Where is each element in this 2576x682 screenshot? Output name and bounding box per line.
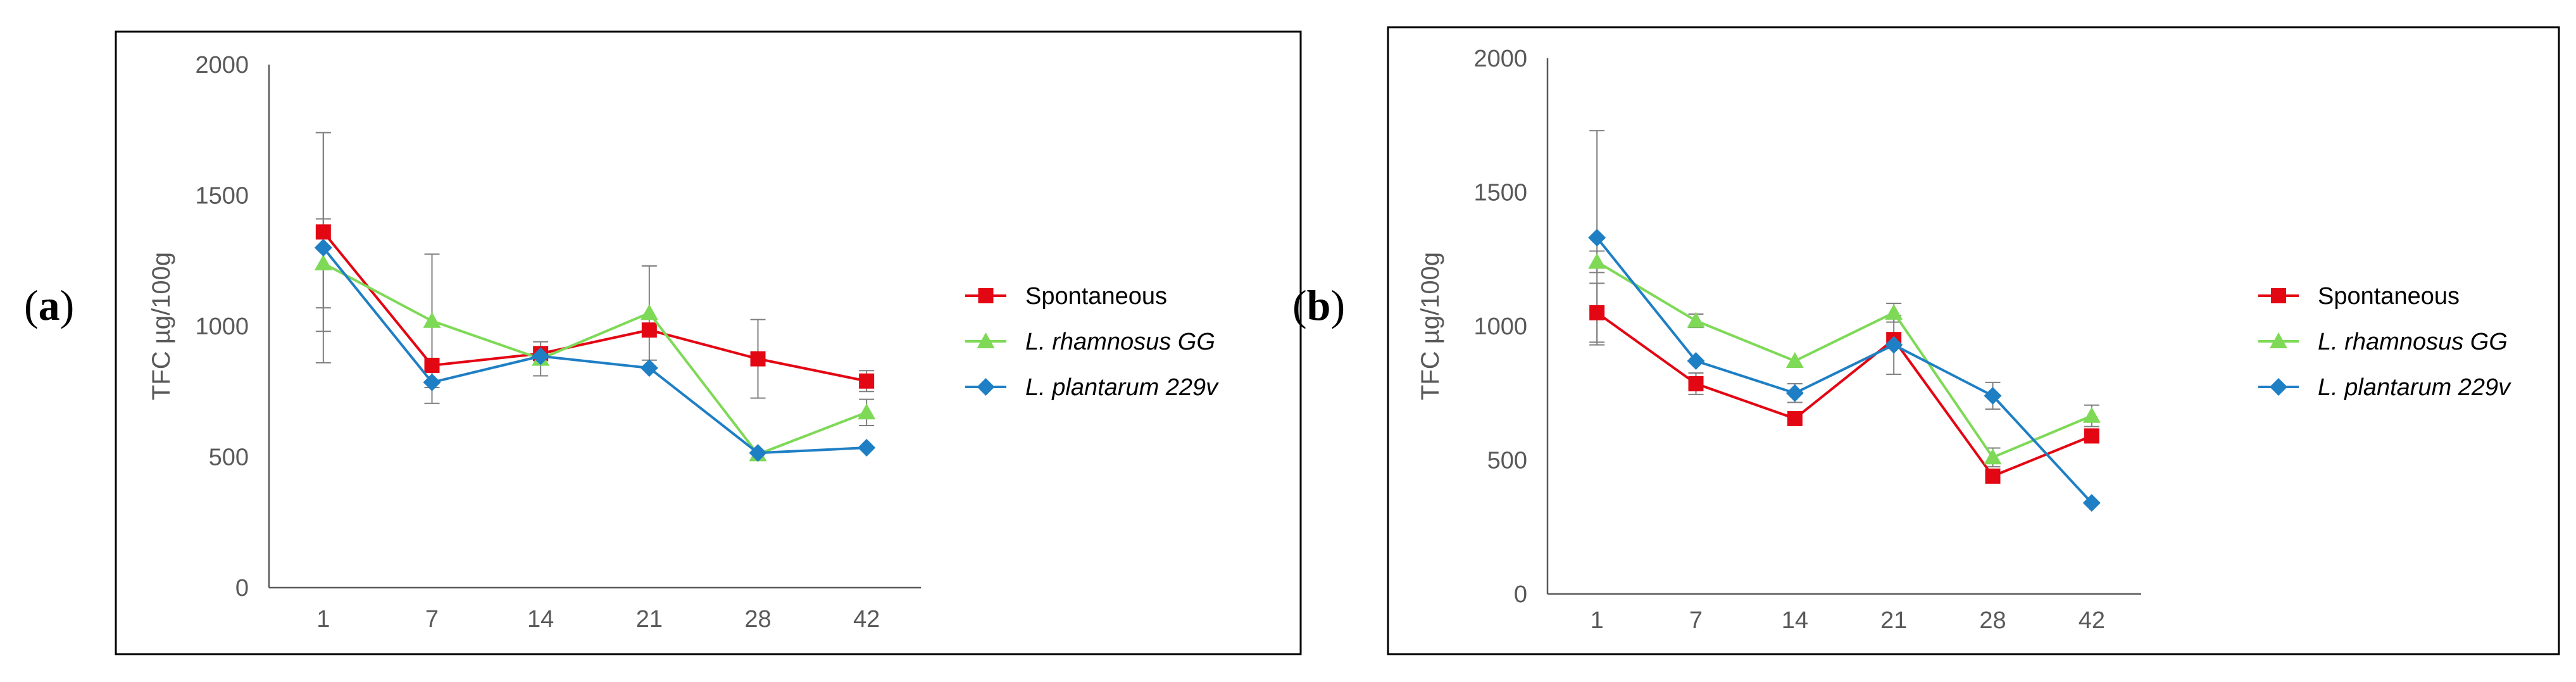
chart-a-legend-marker bbox=[977, 378, 995, 396]
chart-a-y-axis-label: TFC µg/100g bbox=[147, 252, 175, 400]
chart-a-x-tick-label: 1 bbox=[316, 606, 330, 633]
chart-a-x-tick-label: 42 bbox=[853, 606, 880, 633]
chart-b-y-tick-label: 1000 bbox=[1473, 313, 1527, 340]
chart-b-legend-marker bbox=[2270, 332, 2287, 348]
chart-b-y-tick-label: 2000 bbox=[1473, 46, 1527, 72]
chart-b-data-point bbox=[2082, 494, 2101, 512]
chart-b-legend-marker bbox=[2270, 378, 2287, 396]
chart-a-series-line-1 bbox=[322, 262, 867, 456]
chart-b-x-tick-label: 14 bbox=[1782, 607, 1808, 634]
chart-a-data-point bbox=[314, 254, 332, 270]
chart-b-data-point bbox=[1984, 386, 2002, 405]
chart-a-data-point bbox=[532, 347, 550, 365]
chart-b: 0 500 1000 1500 2000 1 7 14 21 28 42 TFC µg/100g Spo… bbox=[1416, 46, 2511, 634]
chart-b-frame bbox=[1387, 26, 2560, 655]
chart-a-x-tick-label: 14 bbox=[527, 606, 554, 633]
panel-label-a-letter: a bbox=[39, 281, 60, 329]
chart-a-x-tick-label: 7 bbox=[425, 606, 439, 633]
panel-label-a: (a) bbox=[24, 281, 74, 329]
chart-a-data-point bbox=[640, 359, 658, 377]
chart-b-data-point bbox=[1985, 468, 2001, 484]
chart-b-data-point bbox=[1687, 351, 1705, 370]
chart-a-series-line-2 bbox=[322, 246, 867, 455]
chart-a-data-point bbox=[858, 403, 876, 420]
chart-a-x-tick-label: 21 bbox=[636, 606, 663, 633]
chart-b-legend-marker bbox=[2271, 288, 2286, 303]
chart-a-data-point bbox=[424, 357, 440, 373]
chart-b-data-point bbox=[1785, 384, 1804, 402]
chart-a-data-point bbox=[315, 224, 331, 240]
chart-a-x-tick-label: 28 bbox=[744, 606, 771, 633]
chart-a-data-point bbox=[314, 239, 332, 257]
chart-a-data-point bbox=[423, 312, 441, 328]
chart-b-x-tick-label: 7 bbox=[1689, 607, 1703, 634]
chart-b-y-tick-label: 500 bbox=[1487, 448, 1527, 474]
chart-a-data-point bbox=[859, 373, 875, 389]
chart-b-series-line-2 bbox=[1596, 237, 2093, 504]
chart-b-series-line-0 bbox=[1596, 312, 2092, 477]
chart-b-x-tick-label: 21 bbox=[1880, 607, 1907, 634]
chart-b-data-point bbox=[1885, 336, 1903, 354]
chart-b-data-point bbox=[1588, 229, 1606, 247]
chart-b-y-tick-label: 1500 bbox=[1473, 180, 1527, 206]
chart-a-legend-marker bbox=[977, 332, 995, 348]
chart-b-series-line-1 bbox=[1596, 260, 2092, 459]
panel-label-b-close: ) bbox=[1330, 281, 1345, 329]
chart-a-data-point bbox=[423, 373, 441, 391]
chart-b-legend-label: L. rhamnosus GG bbox=[2318, 329, 2508, 355]
chart-b-data-point bbox=[1787, 410, 1803, 426]
chart-a-y-tick-label: 2000 bbox=[195, 52, 249, 79]
panel-label-b: (b) bbox=[1292, 281, 1345, 329]
chart-a-y-tick-label: 0 bbox=[235, 575, 249, 602]
chart-b-x-tick-label: 42 bbox=[2079, 607, 2105, 634]
chart-b-y-axis-label: TFC µg/100g bbox=[1416, 252, 1444, 400]
panel-label-a-open: ( bbox=[24, 281, 39, 329]
chart-b-legend-label: Spontaneous bbox=[2318, 283, 2460, 310]
panel-label-a-close: ) bbox=[60, 281, 75, 329]
chart-a-legend-label: L. plantarum 229v bbox=[1025, 374, 1219, 401]
chart-a-y-tick-label: 1000 bbox=[195, 313, 249, 340]
chart-b-data-point bbox=[2084, 428, 2099, 444]
chart-a-legend-label: Spontaneous bbox=[1025, 283, 1167, 310]
chart-a-legend-marker bbox=[978, 288, 994, 303]
chart-b-data-point bbox=[1588, 253, 1606, 269]
chart-a-data-point bbox=[641, 322, 657, 338]
chart-a-data-point bbox=[640, 304, 658, 320]
chart-b-legend-label: L. plantarum 229v bbox=[2318, 374, 2511, 401]
chart-a-data-point bbox=[858, 439, 876, 457]
chart-a: 0 500 1000 1500 2000 1 7 14 21 28 42 TFC µg/100g Spo… bbox=[147, 52, 1219, 633]
chart-a-y-tick-label: 500 bbox=[209, 445, 249, 471]
chart-a-frame bbox=[115, 30, 1302, 655]
chart-b-data-point bbox=[1785, 351, 1804, 368]
chart-b-data-point bbox=[1687, 312, 1705, 328]
chart-b-x-tick-label: 1 bbox=[1591, 607, 1604, 634]
panel-label-b-open: ( bbox=[1292, 281, 1307, 329]
chart-a-series-line-0 bbox=[322, 231, 867, 382]
chart-b-data-point bbox=[1984, 448, 2002, 465]
chart-a-data-point bbox=[749, 444, 767, 462]
chart-b-data-point bbox=[1688, 376, 1704, 391]
chart-b-data-point bbox=[2082, 407, 2101, 423]
chart-b-y-tick-label: 0 bbox=[1514, 581, 1527, 608]
chart-b-data-point bbox=[1589, 305, 1605, 320]
chart-a-data-point bbox=[750, 351, 766, 367]
chart-b-data-point bbox=[1885, 303, 1903, 320]
panel-label-b-letter: b bbox=[1307, 281, 1331, 329]
chart-a-legend-label: L. rhamnosus GG bbox=[1025, 329, 1215, 355]
chart-a-y-tick-label: 1500 bbox=[195, 183, 249, 210]
chart-b-x-tick-label: 28 bbox=[1979, 607, 2006, 634]
